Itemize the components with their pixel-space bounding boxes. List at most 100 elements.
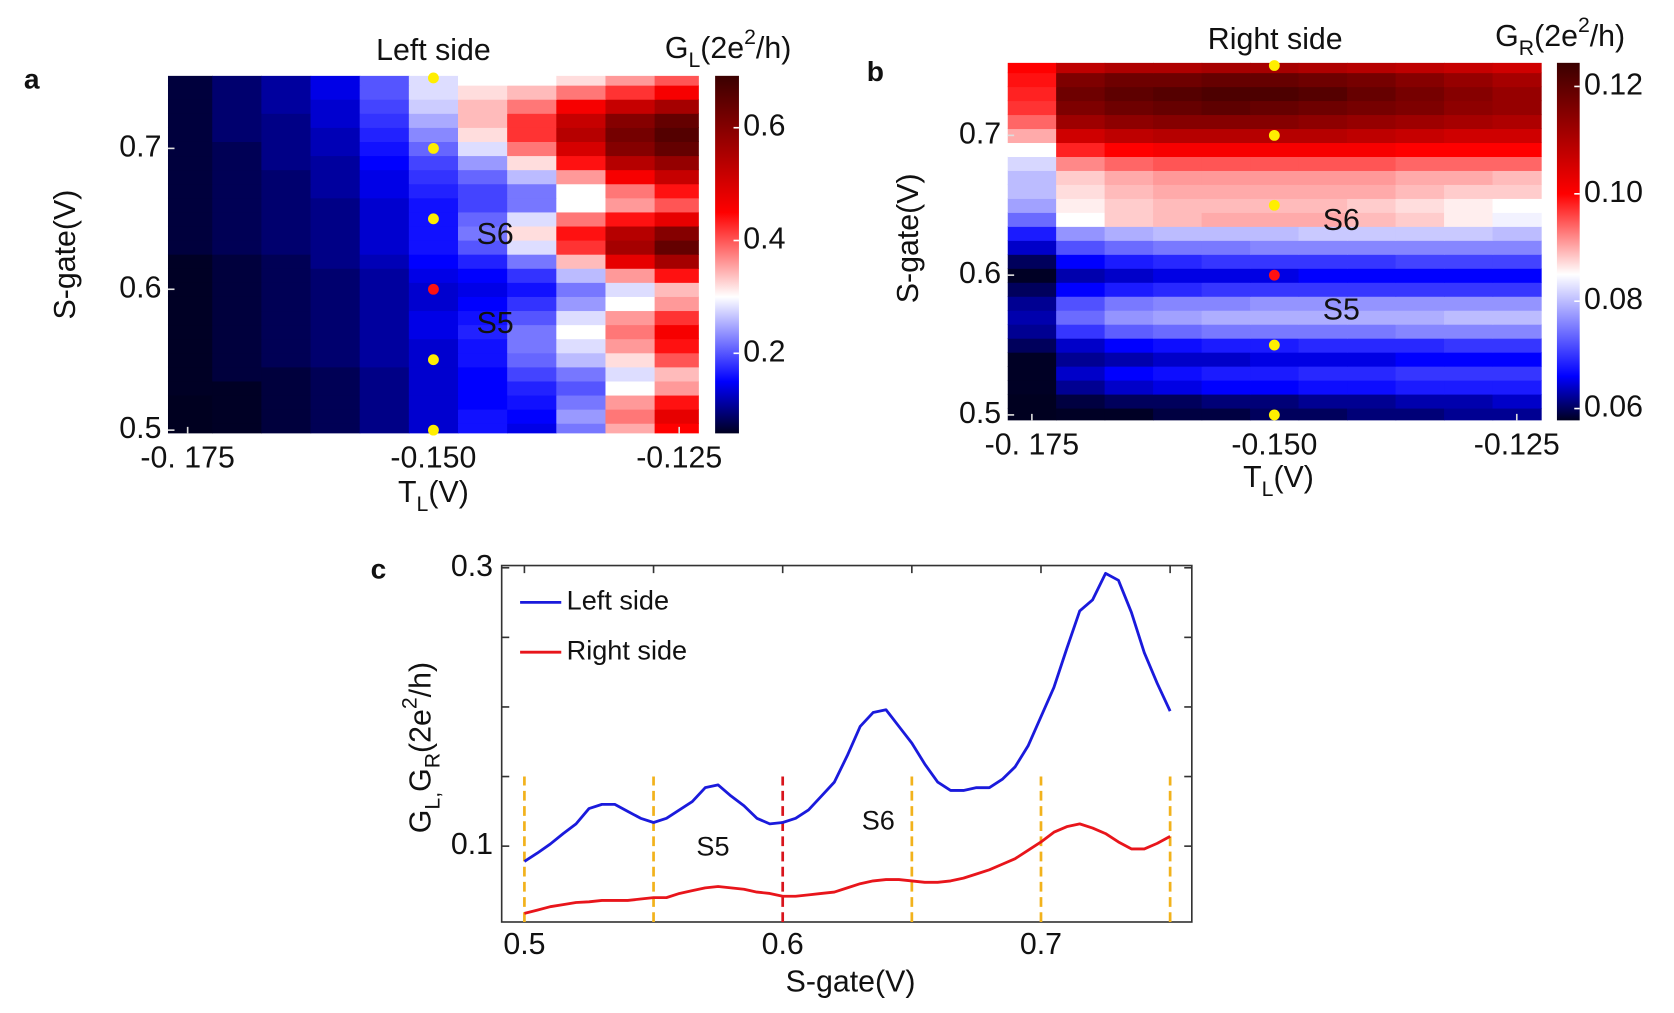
heatmap-cell [167,197,213,213]
heatmap-cell [1347,254,1397,269]
heatmap-cell [1201,324,1251,339]
heatmap-cell [212,394,263,410]
heatmap-cell [1298,170,1348,185]
heatmap-cell [1444,184,1494,199]
heatmap-cell [359,183,410,199]
heatmap-cell [310,99,361,114]
colorbar-tick-label: 0.2 [743,335,785,368]
x-tick-label: -0.125 [636,441,722,474]
heatmap-cell [261,366,312,382]
heatmap-cell [507,352,557,368]
heatmap-cell [458,423,508,434]
heatmap-cell [1056,72,1106,88]
annotation: S5 [696,830,729,861]
heatmap-cell [507,394,557,410]
heatmap-cell [1492,379,1542,395]
heatmap-cell [1104,379,1154,395]
heatmap-cell [1201,282,1251,297]
heatmap-cell [1444,212,1494,227]
heatmap-cell [1250,296,1300,311]
heatmap-cell [556,211,607,227]
heatmap-cell [507,423,557,434]
heatmap-cell [212,408,263,424]
heatmap-cell [212,225,263,241]
heatmap-cell [1007,379,1057,395]
heatmap-cell [654,141,699,157]
heatmap-cell [1007,226,1057,241]
heatmap-cell [261,324,312,340]
heatmap-cell [1007,296,1057,311]
heatmap-cell [359,366,410,382]
heatmap-cell [408,169,459,185]
heatmap-cell [654,239,699,255]
heatmap-cell [605,408,656,424]
heatmap-cell [654,338,699,354]
annotation: S5 [1323,294,1360,327]
heatmap-cell [605,394,656,410]
heatmap-cell [1492,393,1542,409]
heatmap-cell [1104,114,1154,130]
x-tick-label: 0.5 [503,928,545,961]
heatmap-cell [605,352,656,368]
label-part: T [1243,461,1262,494]
heatmap-cell [1201,407,1251,421]
heatmap-cell [507,197,557,213]
heatmap-cell [1347,212,1397,227]
heatmap-cell [1007,114,1057,130]
heatmap-cell [1056,240,1106,255]
heatmap-cell [1153,156,1203,171]
label-part: (2e [1534,20,1578,53]
heatmap-cell [310,84,361,100]
heatmap-cell [310,394,361,410]
heatmap-cell [1250,212,1300,227]
heatmap-cell [458,84,508,100]
heatmap-cell [1104,72,1154,88]
heatmap [1007,62,1542,421]
heatmap-cell [359,127,410,142]
heatmap-cell [1104,184,1154,199]
heatmap-cell [167,423,213,434]
heatmap-cell [1395,310,1445,325]
heatmap-cell [458,99,508,114]
heatmap-cell [1250,379,1300,395]
heatmap-cell [1395,170,1445,185]
heatmap-cell [1347,100,1397,116]
heatmap-cell [458,366,508,382]
heatmap-cell [507,127,557,142]
heatmap-cell [1395,184,1445,199]
label-part: R [1519,37,1534,60]
heatmap-cell [1007,156,1057,171]
heatmap-cell [1492,170,1542,185]
heatmap-cell [1056,338,1106,353]
heatmap-cell [1201,352,1251,367]
label-part: G [405,768,438,792]
heatmap-cell [1104,282,1154,297]
heatmap-cell [310,310,361,326]
heatmap-cell [654,408,699,424]
heatmap-cell [605,99,656,114]
heatmap-cell [212,239,263,255]
heatmap [167,75,699,434]
heatmap-cell [1007,86,1057,102]
heatmap-cell [1298,407,1348,421]
heatmap-cell [1444,407,1494,421]
heatmap-cell [1153,365,1203,381]
heatmap-cell [1492,114,1542,130]
heatmap-cell [1444,128,1494,144]
heatmap-cell [167,169,213,185]
heatmap-cell [556,84,607,100]
heatmap-cell [212,197,263,213]
heatmap-cell [458,127,508,142]
heatmap-cell [1395,254,1445,269]
heatmap-cell [167,127,213,142]
colorbar-tick-label: 0.12 [1584,68,1643,101]
heatmap-cell [359,113,410,128]
heatmap-cell [654,352,699,368]
x-axis-label: TL(V) [1243,461,1314,501]
heatmap-cell [1492,352,1542,367]
heatmap-cell [310,296,361,312]
heatmap-cell [654,296,699,312]
heatmap-cell [212,183,263,199]
heatmap-cell [1347,128,1397,144]
